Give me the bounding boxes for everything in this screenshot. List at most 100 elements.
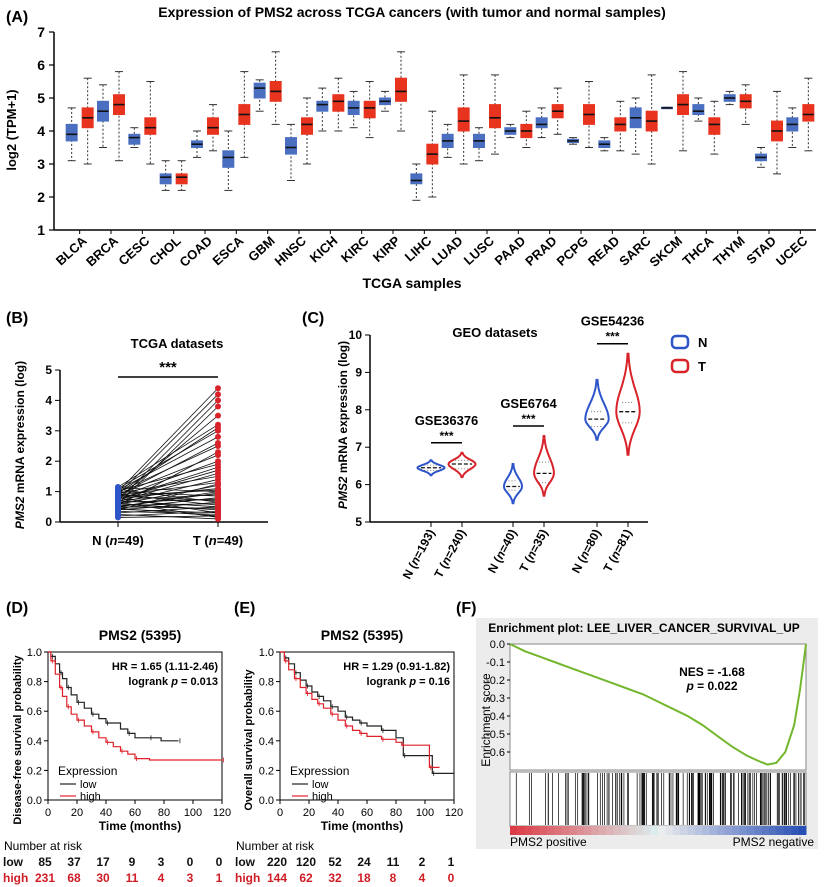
chart-f-rank-bar (517, 826, 526, 835)
box-gbm-normal (253, 82, 266, 99)
chart-a-xtick-label: KIRC (338, 233, 372, 266)
chart-a-xlabel: TCGA samples (362, 275, 461, 291)
chart-a-xtick-label: LUAD (429, 233, 466, 268)
box-cesc-normal (128, 133, 141, 145)
chart-f-rank-bar (561, 826, 570, 835)
chart-e-xtick-label: 100 (416, 807, 434, 819)
box-blca-normal (65, 123, 78, 142)
chart-a-xtick-label: COAD (177, 233, 215, 270)
chart-d-xtick-label: 40 (100, 807, 112, 819)
pair-line (117, 451, 219, 506)
chart-b-sig-label: *** (159, 359, 177, 376)
panel-d: (D) PMS2 (5395) Disease-free survival pr… (3, 600, 231, 885)
chart-f-rank-bar (547, 826, 555, 835)
violin-gse54236-n (584, 378, 610, 441)
chart-a-xtick-label: CHOL (146, 233, 183, 269)
chart-f-rank-bar (724, 826, 733, 835)
chart-c-ytick-label: 5 (355, 515, 362, 529)
tumor-point (215, 433, 221, 440)
chart-b-ytick-label: 2 (45, 454, 52, 468)
chart-d-legend-label: high (80, 791, 101, 803)
chart-c-dataset-label: GSE54236 (581, 314, 645, 329)
tumor-point (215, 391, 221, 398)
chart-f-rank-bar (584, 826, 592, 835)
chart-f-ylabel: Enrichment score (479, 673, 493, 767)
chart-d-risk-value: 0 (216, 855, 223, 869)
chart-a-ytick-label: 1 (37, 222, 45, 238)
chart-f-pvalue: p = 0.022 (685, 679, 737, 693)
chart-c-ytick-label: 8 (355, 403, 362, 417)
chart-d-xtick-label: 100 (184, 807, 202, 819)
chart-e-legend-title: Expression (290, 764, 349, 778)
chart-b-ylabel: PMS2 mRNA expression (log) (13, 361, 27, 529)
chart-f-ytick-label: -0.3 (486, 693, 505, 705)
chart-f-rank-bar (672, 826, 681, 835)
chart-e-risk-value: 11 (387, 855, 400, 869)
chart-e-risk-value: 62 (299, 871, 313, 885)
chart-b-ytick-label: 4 (45, 393, 52, 407)
chart-d-risk-value: 37 (67, 855, 81, 869)
chart-e-risk-header: Number at risk (236, 839, 315, 853)
panel-label-d: (D) (6, 600, 28, 617)
chart-e-xtick-label: 40 (332, 807, 344, 819)
chart-d-risk-value: 11 (126, 871, 139, 885)
chart-a-xtick-label: ESCA (209, 233, 246, 269)
chart-e-risk-value: 4 (419, 871, 426, 885)
chart-a-ytick-label: 2 (37, 189, 45, 205)
chart-d-risk-value: 3 (158, 855, 165, 869)
panel-b: (B) TCGA datasets PMS2 mRNA expression (… (6, 310, 268, 548)
chart-c-sig-label: *** (439, 429, 453, 443)
chart-d-legend-label: low (80, 779, 97, 791)
chart-c-sig-label: *** (521, 412, 535, 426)
chart-e-logrank: logrank p = 0.16 (367, 676, 450, 688)
chart-e-risk-value: 144 (267, 871, 287, 885)
chart-a-xtick-label: READ (585, 233, 622, 269)
chart-e-risk-value: 24 (357, 855, 371, 869)
chart-e-ytick-label: 0.0 (259, 795, 274, 807)
pair-line (117, 430, 219, 489)
chart-a-ytick-label: 3 (37, 156, 45, 172)
violin-gse6764-n (502, 463, 524, 505)
chart-d-risk-value: 9 (129, 855, 136, 869)
chart-c-xtick-label: N (n=80) (569, 527, 604, 576)
chart-e-curve-high (280, 651, 440, 768)
chart-e-risk-value: 220 (267, 855, 287, 869)
chart-c-dataset-label: GSE6764 (500, 396, 557, 411)
chart-c-ytick-label: 9 (355, 365, 362, 379)
violin-gse54236-t (615, 352, 641, 456)
chart-e-curve-low (280, 651, 454, 774)
pair-line (117, 483, 219, 511)
chart-c-xtick-label: N (n=40) (485, 527, 520, 576)
chart-a-xtick-label: KIRP (370, 233, 403, 265)
chart-c-ytick-label: 10 (349, 328, 363, 342)
chart-f-rank-bar (628, 826, 637, 835)
chart-e-title: PMS2 (5395) (321, 627, 403, 643)
chart-e-risk-value: 0 (448, 871, 455, 885)
pair-line (117, 514, 219, 520)
violin-gse36376-t (447, 451, 477, 479)
chart-a-plot: 1234567BLCABRCACESCCHOLCOADESCAGBMHNSCKI… (37, 24, 816, 270)
chart-e-ytick-label: 0.2 (259, 765, 274, 777)
normal-point (115, 503, 121, 510)
chart-f-rank-bar (769, 826, 777, 835)
chart-a-xtick-label: LUSC (461, 233, 498, 268)
violin-gse36376-n (416, 459, 446, 477)
chart-f-rank-bar (732, 826, 740, 835)
pair-line (117, 469, 219, 500)
chart-a-ylabel: log2 (TPM+1) (4, 89, 19, 170)
normal-point (115, 495, 121, 502)
chart-d-xlabel: Time (months) (99, 819, 181, 833)
chart-c-ytick-label: 7 (355, 440, 362, 454)
chart-f-ytick-label: 0.0 (490, 639, 505, 651)
tumor-point (215, 490, 221, 497)
chart-f-rank-bar (702, 826, 711, 835)
pair-line (117, 415, 219, 499)
panel-label-f: (F) (456, 600, 476, 617)
chart-d-risk-value: 4 (158, 871, 165, 885)
chart-a-title: Expression of PMS2 across TCGA cancers (… (158, 4, 666, 20)
chart-d-curve-high (48, 651, 222, 761)
chart-a-xtick-label: SARC (616, 233, 654, 269)
chart-c-xtick-label: T (n=81) (601, 527, 635, 575)
tumor-point (215, 397, 221, 404)
